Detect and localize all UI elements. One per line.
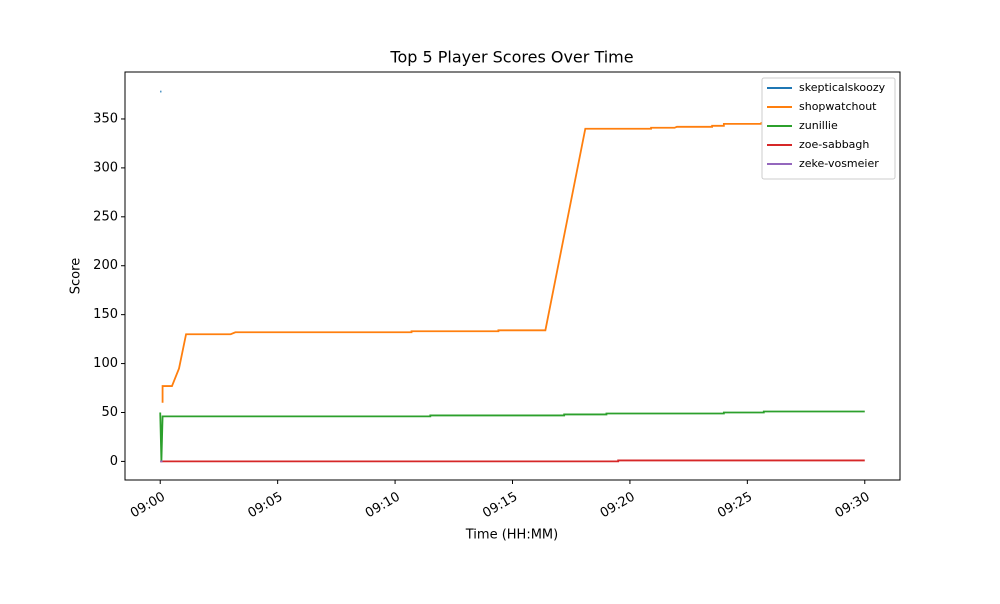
series-line <box>159 410 865 462</box>
x-tick-label: 09:15 <box>480 490 520 522</box>
x-axis-label: Time (HH:MM) <box>465 528 558 543</box>
legend-label: zoe-sabbagh <box>799 138 869 151</box>
x-tick-label: 09:05 <box>245 490 285 522</box>
y-tick-label: 0 <box>110 454 118 469</box>
legend-label: shopwatchout <box>799 100 877 113</box>
y-tick-label: 150 <box>93 307 118 322</box>
y-tick-label: 200 <box>93 258 118 273</box>
legend-label: zeke-vosmeier <box>799 157 879 170</box>
y-tick-label: 350 <box>93 111 118 126</box>
x-tick-label: 09:30 <box>833 490 873 522</box>
series-line <box>160 459 865 463</box>
y-tick-label: 100 <box>93 356 118 371</box>
legend-label: zunillie <box>799 119 838 132</box>
legend-label: skepticalskoozy <box>799 81 886 94</box>
x-tick-label: 09:10 <box>363 490 403 522</box>
y-tick-label: 300 <box>93 160 118 175</box>
legend-box <box>761 77 896 180</box>
x-tick-label: 09:00 <box>128 490 168 522</box>
y-tick-label: 250 <box>93 209 118 224</box>
y-tick-label: 50 <box>101 405 118 420</box>
x-tick-label: 09:20 <box>598 490 638 522</box>
y-axis-label: Score <box>69 258 84 294</box>
series-line <box>161 120 865 403</box>
chart-title: Top 5 Player Scores Over Time <box>389 48 633 67</box>
x-tick-label: 09:25 <box>715 490 755 522</box>
